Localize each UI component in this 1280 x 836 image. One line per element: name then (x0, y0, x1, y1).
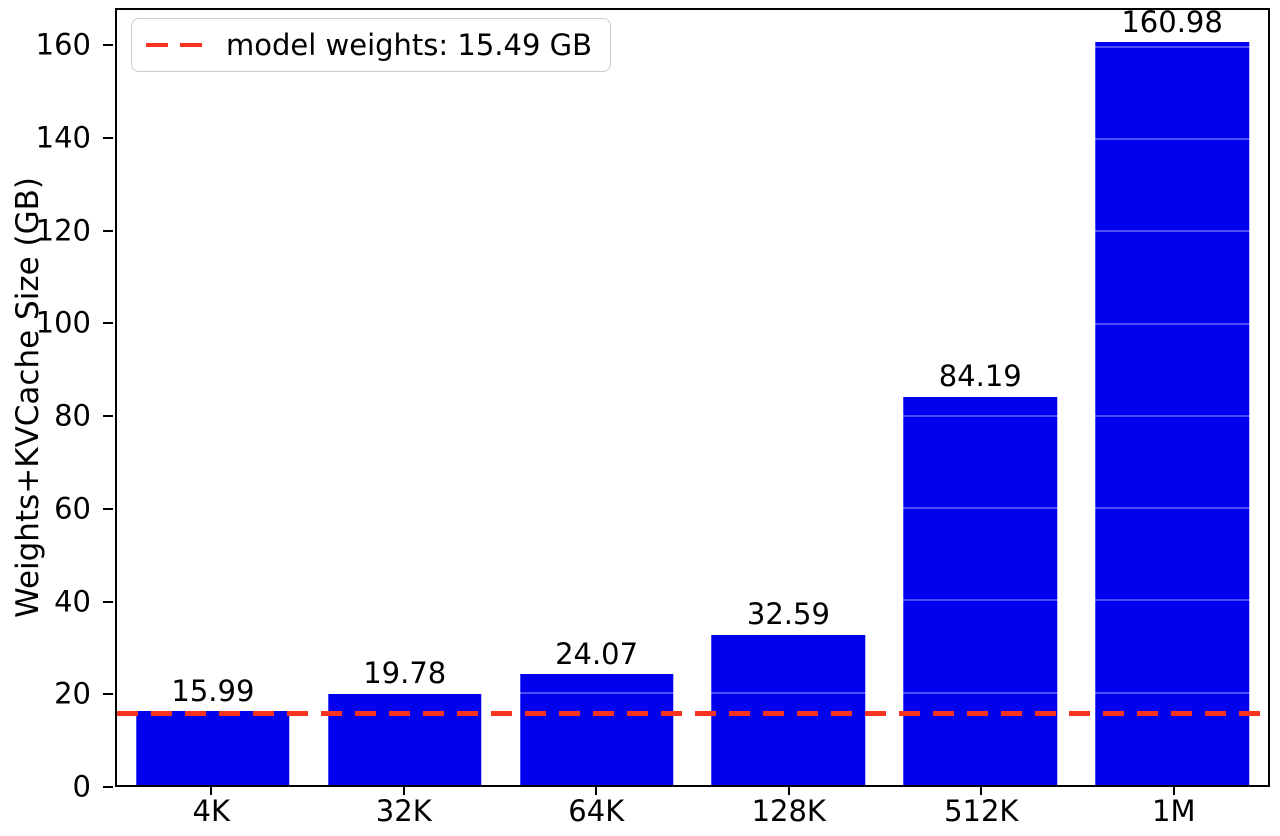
gridline (117, 414, 1268, 417)
x-tick-label-32K: 32K (375, 794, 432, 828)
gridline (117, 691, 1268, 694)
x-tick-label-4K: 4K (192, 794, 230, 828)
gridline (117, 507, 1268, 510)
y-tick-mark (103, 229, 113, 232)
x-axis: 4K 32K 64K 128K 512K 1M (115, 787, 1270, 836)
dashed-line-icon (146, 43, 208, 47)
y-tick-mark (103, 44, 113, 47)
x-tick-mark (980, 787, 983, 795)
y-tick-mark (103, 136, 113, 139)
y-tick-label: 160 (35, 27, 91, 62)
y-tick-label: 80 (54, 398, 91, 433)
plot-area: model weights: 15.49 GB 15.99 19.78 24.07 3… (115, 4, 1270, 787)
legend-label: model weights: 15.49 GB (226, 28, 592, 62)
bar-64K (519, 673, 674, 785)
bar-32K (328, 693, 482, 785)
x-tick-mark (210, 787, 213, 795)
x-tick-label-512K: 512K (944, 794, 1019, 828)
x-tick-label-64K: 64K (568, 794, 625, 828)
gridline (117, 599, 1268, 602)
x-tick-label-1M: 1M (1152, 794, 1196, 828)
y-tick-mark (103, 507, 113, 510)
y-tick-mark (103, 600, 113, 603)
x-tick-mark (787, 787, 790, 795)
x-tick-mark (1172, 787, 1175, 795)
x-tick-mark (402, 787, 405, 795)
y-tick-label: 40 (54, 584, 91, 619)
y-axis: 0 20 40 60 80 100 120 140 160 (0, 8, 115, 801)
y-tick-label: 120 (35, 213, 91, 248)
y-tick-label: 60 (54, 491, 91, 526)
gridline (117, 322, 1268, 325)
y-tick-mark (103, 322, 113, 325)
x-tick-label-128K: 128K (751, 794, 826, 828)
model-weights-reference-line (117, 711, 1268, 717)
x-tick-mark (595, 787, 598, 795)
y-tick-label: 0 (72, 769, 91, 804)
y-tick-label: 140 (35, 120, 91, 155)
bar-4K (136, 711, 290, 785)
gridline (117, 138, 1268, 141)
bar-value-label-32K: 19.78 (363, 656, 447, 691)
y-tick-label: 100 (35, 305, 91, 340)
bar-value-label-1M: 160.98 (1121, 4, 1223, 39)
bar-value-label-128K: 32.59 (746, 597, 830, 632)
bar-value-label-4K: 15.99 (171, 673, 255, 708)
gridline (117, 230, 1268, 233)
y-tick-mark (103, 415, 113, 418)
y-tick-mark (103, 693, 113, 696)
gridline (117, 45, 1268, 48)
bar-value-label-64K: 24.07 (555, 636, 639, 671)
bar-value-label-512K: 84.19 (938, 359, 1022, 394)
y-tick-label: 20 (54, 676, 91, 711)
legend: model weights: 15.49 GB (131, 18, 611, 72)
bar-512K (903, 396, 1057, 785)
bar-128K (711, 634, 866, 785)
bar-1M (1095, 42, 1249, 785)
y-tick-mark (103, 786, 113, 788)
